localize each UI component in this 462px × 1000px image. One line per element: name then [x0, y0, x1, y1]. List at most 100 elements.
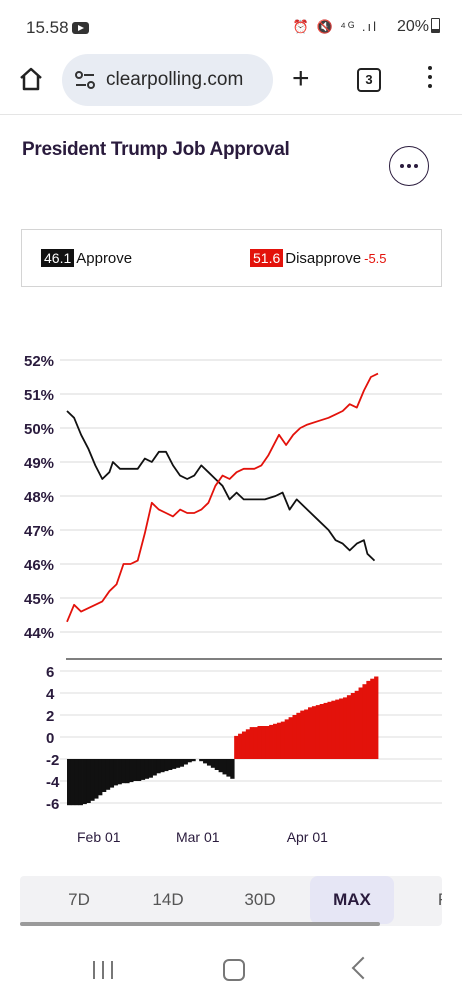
disapprove-value-badge: 51.6 — [250, 249, 284, 267]
spread-bar — [187, 759, 192, 763]
divider — [0, 114, 462, 115]
status-icons: ⏰ 🔇 ⁴ᴳ .ıl — [292, 19, 378, 34]
spread-bar — [183, 759, 188, 765]
spread-bar — [230, 759, 235, 779]
spread-bar — [94, 759, 99, 799]
home-icon[interactable] — [18, 66, 44, 92]
y-tick-label: 52% — [24, 353, 54, 370]
spread-bar — [273, 723, 278, 759]
y-tick-label: 48% — [24, 489, 54, 506]
spread-bar — [203, 759, 208, 764]
nav-home-icon[interactable] — [223, 959, 245, 981]
spread-bar — [343, 697, 348, 759]
spread-bar — [238, 733, 243, 759]
spread-bar — [339, 698, 344, 759]
y-tick-label: 46% — [24, 557, 54, 574]
spread-bar — [117, 759, 122, 785]
spread-bar — [179, 759, 185, 767]
url-text[interactable]: clearpolling.com — [106, 69, 244, 90]
spread-bar — [98, 759, 103, 796]
spread-bar — [350, 693, 356, 759]
spread-bar — [335, 699, 340, 759]
spread-bar — [319, 704, 324, 759]
y-tick-label: 49% — [24, 455, 54, 472]
spread-bar — [171, 759, 177, 769]
spread-bar — [82, 759, 87, 805]
range-scrollbar[interactable] — [20, 922, 380, 926]
spread-bar — [160, 759, 165, 773]
page-title: President Trump Job Approval — [22, 139, 290, 160]
spread-bar — [323, 702, 328, 759]
spread-value: -5.5 — [364, 251, 387, 266]
spread-bar — [280, 721, 286, 759]
range-tab-r[interactable]: R — [424, 876, 442, 924]
spread-bar — [308, 707, 313, 759]
spread-bar — [366, 680, 371, 759]
legend-disapprove: 51.6 Disapprove -5.5 — [250, 249, 387, 267]
range-tab-7d[interactable]: 7D — [68, 890, 90, 909]
spread-bar — [265, 726, 270, 759]
spread-bar — [210, 759, 216, 768]
battery-indicator: 20% — [397, 18, 440, 36]
site-settings-icon[interactable] — [74, 70, 96, 90]
spread-bar — [113, 759, 118, 786]
spread-bar — [296, 712, 301, 759]
address-bar[interactable]: clearpolling.com — [62, 54, 273, 106]
spread-bar — [315, 705, 321, 759]
y-tick-label: -4 — [46, 774, 60, 791]
spread-bar — [214, 759, 220, 770]
spread-bar — [70, 759, 76, 806]
spread-bar — [199, 759, 204, 762]
range-tab-14d[interactable]: 14D — [152, 890, 184, 909]
spread-bar — [249, 727, 254, 759]
spread-bar — [129, 759, 134, 783]
y-tick-label: 4 — [46, 686, 55, 703]
spread-bar — [253, 727, 258, 759]
spread-bar — [269, 724, 274, 759]
spread-bar — [276, 722, 282, 759]
browser-toolbar: clearpolling.com + 3 — [0, 52, 462, 112]
spread-bar — [168, 759, 173, 770]
spread-bar — [140, 759, 146, 780]
spread-bar — [300, 710, 305, 759]
approval-chart: 52% 51% 50% 49% 48% 47% 46% 45% 44% 6 4 2 0 -2 -4 -6 Feb… — [24, 353, 442, 845]
more-options-button[interactable] — [389, 146, 429, 186]
browser-menu-icon[interactable] — [428, 66, 434, 93]
x-tick-label: Feb 01 — [77, 829, 121, 845]
y-tick-label: 47% — [24, 523, 54, 540]
spread-bar — [78, 759, 83, 806]
spread-bar — [206, 759, 212, 766]
spread-bar — [125, 759, 130, 784]
tab-switcher-button[interactable]: 3 — [357, 68, 381, 92]
spread-bar — [245, 729, 251, 759]
spread-bar — [86, 759, 91, 803]
status-time: 15.58 — [26, 18, 69, 37]
spread-bar — [105, 759, 111, 790]
legend-approve: 46.1 Approve — [41, 249, 132, 267]
y-tick-label: 6 — [46, 664, 54, 681]
spread-bar — [284, 719, 289, 759]
spread-bar — [354, 690, 359, 759]
range-tab-30d[interactable]: 30D — [244, 890, 276, 909]
spread-bar — [234, 735, 239, 759]
spread-bar — [156, 759, 161, 774]
range-tab-max[interactable]: MAX — [310, 876, 394, 924]
spread-bar — [292, 715, 297, 759]
x-tick-label: Mar 01 — [176, 829, 220, 845]
new-tab-icon[interactable]: + — [292, 62, 310, 95]
approve-value-badge: 46.1 — [41, 249, 75, 267]
y-tick-label: 44% — [24, 625, 54, 642]
spread-bar — [327, 701, 332, 759]
status-bar: 15.58 ⏰ 🔇 ⁴ᴳ .ıl 20% — [0, 0, 462, 52]
recent-apps-icon[interactable] — [93, 961, 115, 979]
spread-bar — [370, 678, 375, 759]
back-icon[interactable] — [351, 956, 375, 980]
approve-label: Approve — [76, 250, 133, 267]
spread-bar — [136, 759, 142, 781]
spread-bar — [358, 687, 363, 759]
spread-bar — [175, 759, 181, 768]
disapprove-label: Disapprove — [285, 250, 362, 267]
spread-bar — [362, 684, 367, 759]
spread-bar — [74, 759, 80, 806]
spread-bar — [226, 759, 231, 777]
